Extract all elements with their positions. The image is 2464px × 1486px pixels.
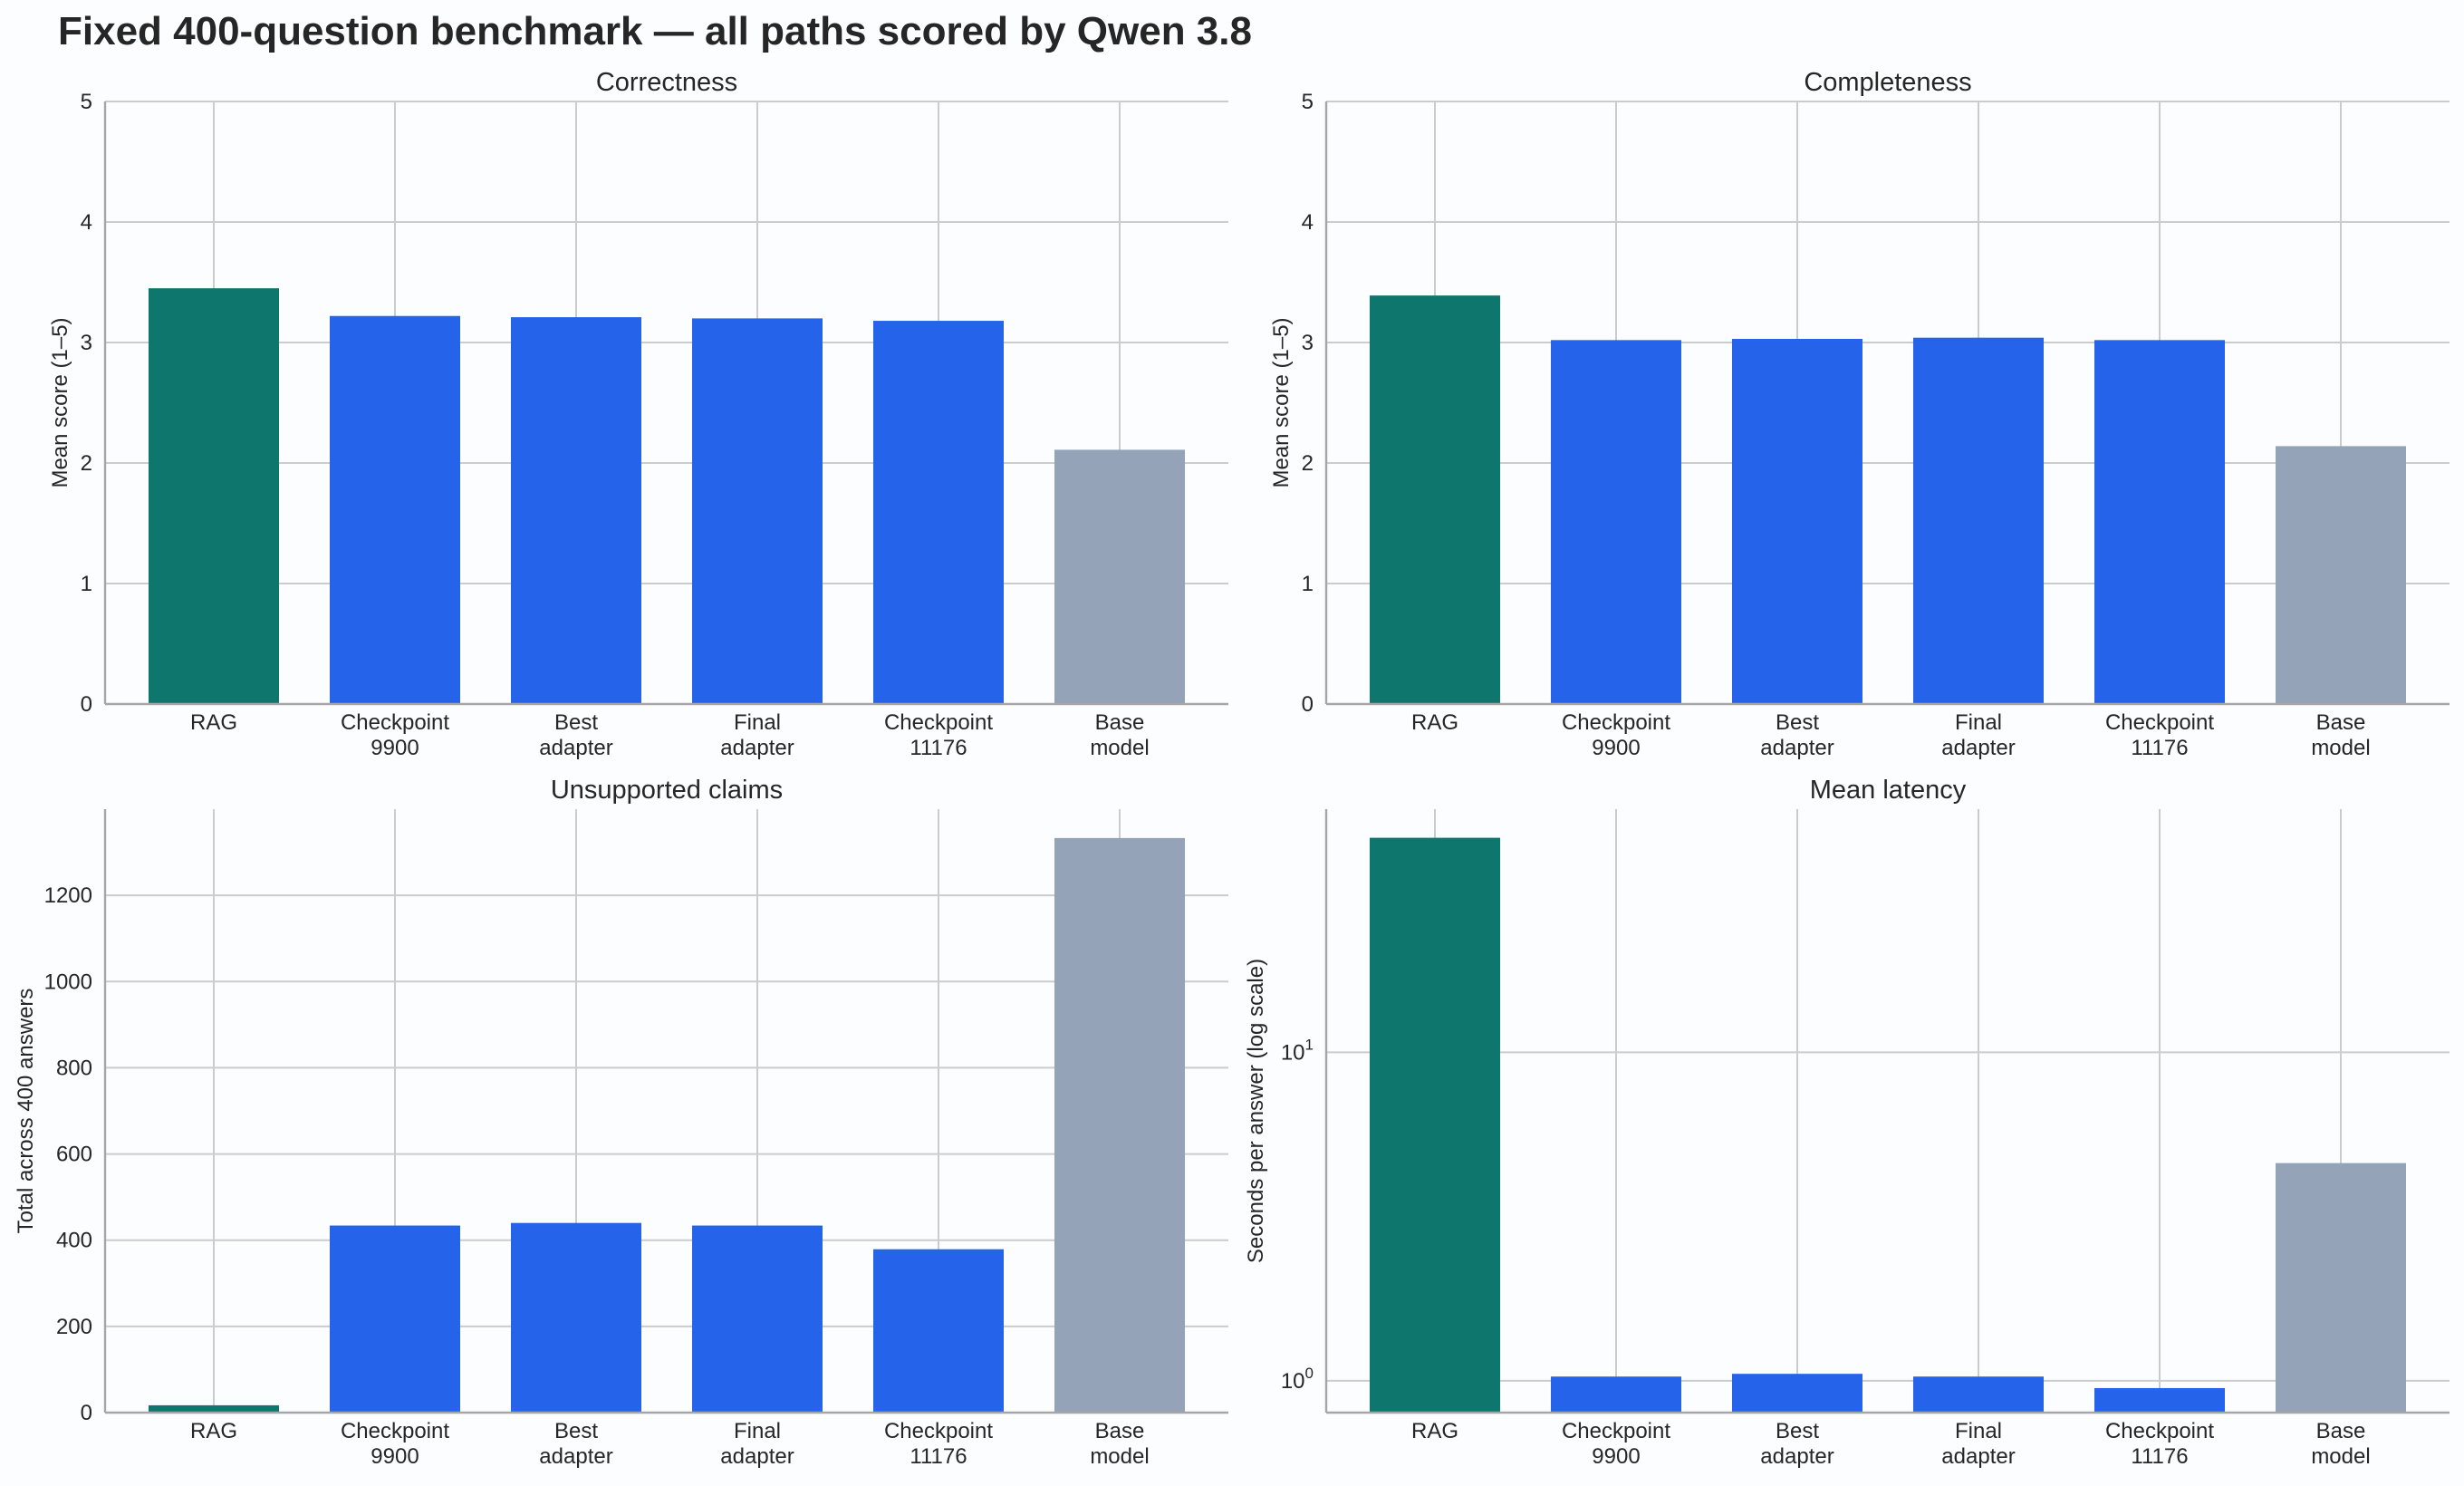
y-tick-label: 4 — [81, 210, 92, 235]
x-tick-label: Checkpoint 9900 — [341, 1419, 449, 1469]
bar-checkpoint-11176 — [873, 1249, 1004, 1413]
y-axis-label: Mean score (1–5) — [1269, 317, 1294, 487]
y-tick-label: 3 — [81, 331, 92, 355]
bar-rag — [149, 1404, 279, 1413]
x-tick-label: Checkpoint 9900 — [1562, 710, 1670, 760]
y-tick-label: 600 — [56, 1143, 92, 1167]
bar-checkpoint-9900 — [330, 315, 460, 704]
y-axis-label: Total across 400 answers — [14, 989, 38, 1234]
x-tick-label: Checkpoint 9900 — [1562, 1419, 1670, 1469]
y-axis-label: Mean score (1–5) — [48, 317, 72, 487]
x-tick-label: Final adapter — [1941, 710, 2015, 760]
bar-final-adapter — [1913, 1376, 2044, 1413]
figure-title: Fixed 400-question benchmark — all paths… — [58, 9, 1252, 53]
chart-title: Completeness — [1804, 68, 1971, 97]
chart-panel-4: 100 101 RAG Checkpoint 9900 Best adapter Final a… — [1244, 776, 2450, 1469]
bar-final-adapter — [1913, 337, 2044, 704]
bar-base-model — [1054, 837, 1185, 1413]
chart-title: Mean latency — [1810, 776, 1967, 805]
x-tick-label: RAG — [1411, 710, 1458, 735]
bar-best-adapter — [511, 1222, 641, 1413]
bar-rag — [1370, 295, 1500, 704]
x-tick-label: Checkpoint 9900 — [341, 710, 449, 760]
y-tick-label: 0 — [81, 692, 92, 717]
y-tick-label: 5 — [81, 90, 92, 114]
x-tick-label: Final adapter — [1941, 1419, 2015, 1469]
bar-final-adapter — [692, 1225, 823, 1413]
chart-panel-3: 0 200 400 600 800 1000 1200 RAG Checkpoint 9900 Be… — [14, 776, 1228, 1469]
bar-checkpoint-9900 — [1551, 1376, 1681, 1413]
bar-checkpoint-9900 — [330, 1225, 460, 1413]
x-tick-label: RAG — [190, 710, 237, 735]
y-tick-label: 1 — [1302, 572, 1314, 596]
chart-title: Correctness — [596, 68, 737, 97]
y-tick-label: 0 — [81, 1401, 92, 1425]
y-tick-label: 1200 — [44, 883, 92, 908]
bar-base-model — [2276, 1163, 2406, 1413]
y-tick-label: 4 — [1302, 210, 1314, 235]
x-tick-label: Best adapter — [1760, 710, 1834, 760]
bar-rag — [1370, 837, 1500, 1413]
chart-panel-1: 0 1 2 3 4 5 RAG Checkpoint 9900 Best adapter Final a… — [48, 68, 1228, 760]
x-tick-label: Base model — [2311, 1419, 2370, 1469]
x-tick-label: RAG — [190, 1419, 237, 1443]
x-tick-label: Checkpoint 11176 — [884, 710, 993, 760]
x-tick-label: Best adapter — [539, 710, 612, 760]
y-tick-label: 101 — [1281, 1036, 1314, 1065]
y-tick-label: 200 — [56, 1315, 92, 1339]
bar-rag — [149, 288, 279, 704]
bar-checkpoint-11176 — [873, 321, 1004, 704]
y-tick-label: 1 — [81, 572, 92, 596]
y-tick-label: 2 — [81, 451, 92, 476]
x-tick-label: Best adapter — [1760, 1419, 1834, 1469]
x-tick-label: Base model — [1090, 710, 1149, 760]
x-tick-label: Best adapter — [539, 1419, 612, 1469]
bar-best-adapter — [1732, 339, 1862, 704]
bar-base-model — [1054, 449, 1185, 704]
x-tick-label: Base model — [2311, 710, 2370, 760]
bar-base-model — [2276, 446, 2406, 704]
x-tick-label: Final adapter — [720, 1419, 794, 1469]
chart-title: Unsupported claims — [551, 776, 783, 805]
y-tick-label: 1000 — [44, 970, 92, 994]
y-tick-label: 100 — [1281, 1365, 1314, 1394]
x-tick-label: Checkpoint 11176 — [884, 1419, 993, 1469]
chart-panel-2: 0 1 2 3 4 5 RAG Checkpoint 9900 Best adapter Final a… — [1269, 68, 2450, 760]
bar-best-adapter — [511, 317, 641, 704]
y-axis-label: Seconds per answer (log scale) — [1244, 959, 1268, 1263]
y-tick-label: 400 — [56, 1229, 92, 1253]
y-tick-label: 3 — [1302, 331, 1314, 355]
bar-checkpoint-9900 — [1551, 340, 1681, 704]
y-tick-label: 800 — [56, 1056, 92, 1080]
bar-checkpoint-11176 — [2094, 1387, 2225, 1413]
x-tick-label: Base model — [1090, 1419, 1149, 1469]
x-tick-label: Checkpoint 11176 — [2105, 710, 2214, 760]
x-tick-label: RAG — [1411, 1419, 1458, 1443]
y-tick-label: 2 — [1302, 451, 1314, 476]
bar-final-adapter — [692, 318, 823, 704]
bar-checkpoint-11176 — [2094, 340, 2225, 704]
bar-best-adapter — [1732, 1374, 1862, 1413]
x-tick-label: Final adapter — [720, 710, 794, 760]
x-tick-label: Checkpoint 11176 — [2105, 1419, 2214, 1469]
y-tick-label: 5 — [1302, 90, 1314, 114]
y-tick-label: 0 — [1302, 692, 1314, 717]
